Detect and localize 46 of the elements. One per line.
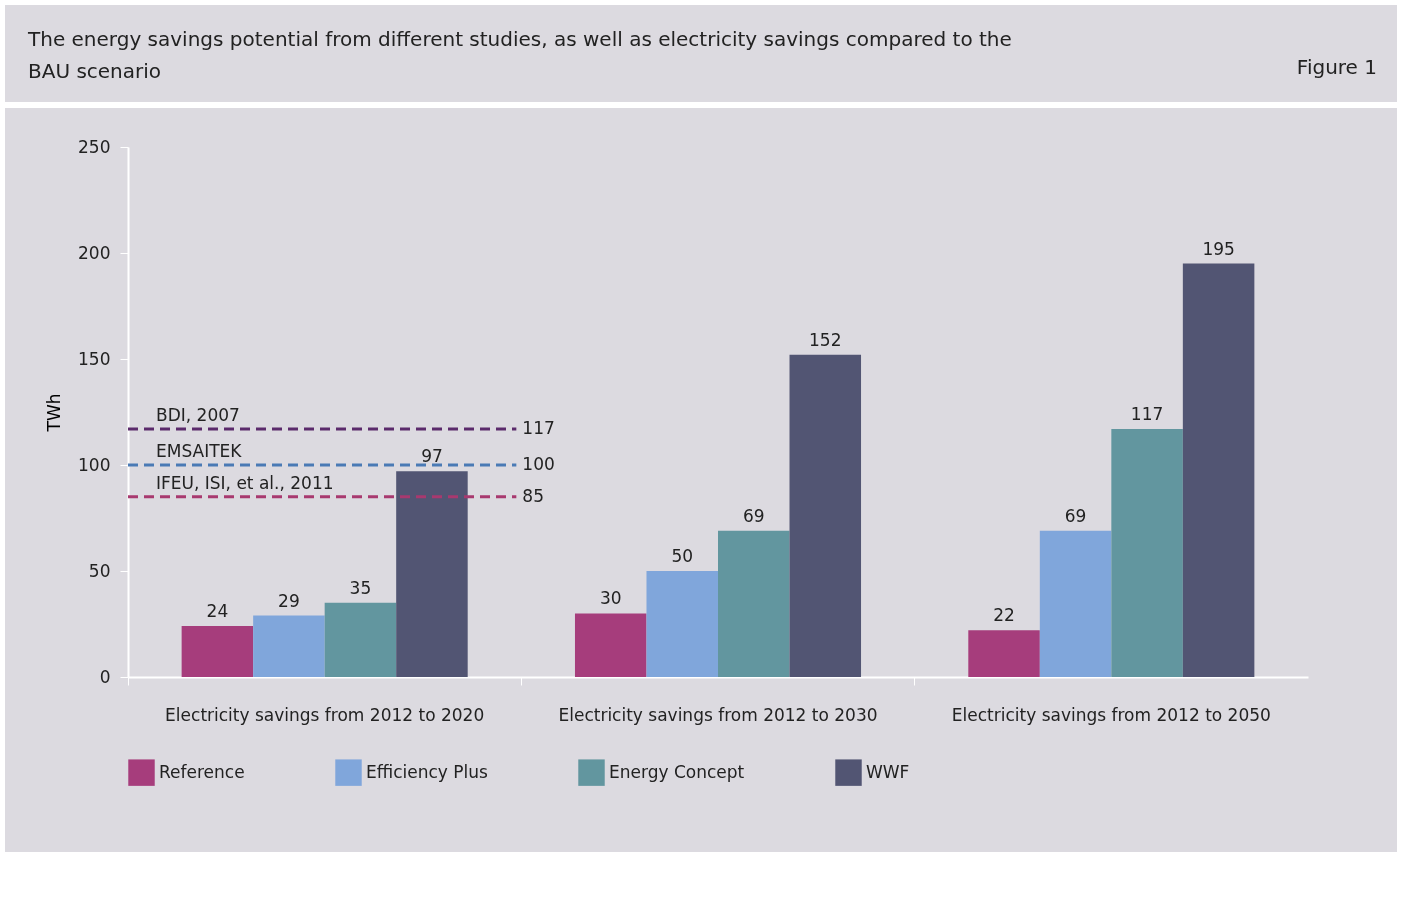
data-label: 50 [671,546,694,566]
caption: Figure 1 [1296,55,1377,79]
data-label: 152 [809,329,842,350]
y-tick-label: 50 [88,560,111,581]
y-tick-label: 100 [78,454,111,475]
y-tick-label: 250 [78,136,111,157]
chart-title: The energy savings potential from different studies, as well as electricity savings compared to the BAU scenario [28,26,1013,85]
legend-label: WWF [866,761,910,782]
bar [253,615,325,677]
bar [324,602,397,677]
ref-line-label: 117 [522,417,555,438]
data-label: 22 [993,605,1015,626]
bar [1111,428,1183,677]
data-label: 97 [421,446,443,467]
bar [789,354,862,677]
data-label: 29 [278,590,300,611]
bar [1039,530,1112,677]
bar [968,630,1040,677]
y-axis-title: TWh [44,393,65,433]
data-label: 69 [742,505,765,526]
ref-line-label: 100 [522,454,555,474]
bar [718,530,790,677]
legend-label: Energy Concept [609,761,745,782]
data-label: 30 [599,588,622,609]
x-tick-label: Electricity savings from 2012 to 2030 [558,704,878,725]
data-label: 117 [1130,403,1164,424]
x-tick-label: Electricity savings from 2012 to 2050 [951,704,1271,725]
bar [181,626,254,677]
y-tick-label: 0 [99,666,111,687]
annotation: EMSAITEK [156,441,243,461]
bar [396,471,468,677]
bar [646,571,718,677]
data-label: 69 [1064,505,1087,526]
legend-label: Reference [159,761,245,782]
y-tick-label: 150 [78,348,111,369]
ref-line-label: 85 [522,485,544,506]
annotation: IFEU, ISI, et al., 2011 [156,472,334,493]
bar [1182,263,1255,677]
data-label: 35 [349,577,372,598]
y-tick-label: 200 [78,242,111,263]
x-tick-label: Electricity savings from 2012 to 2020 [165,704,485,725]
data-label: 195 [1202,238,1235,259]
legend-label: Efficiency Plus [366,761,489,782]
annotation: BDI, 2007 [156,404,240,425]
bar [574,613,647,677]
data-label: 24 [206,601,229,622]
